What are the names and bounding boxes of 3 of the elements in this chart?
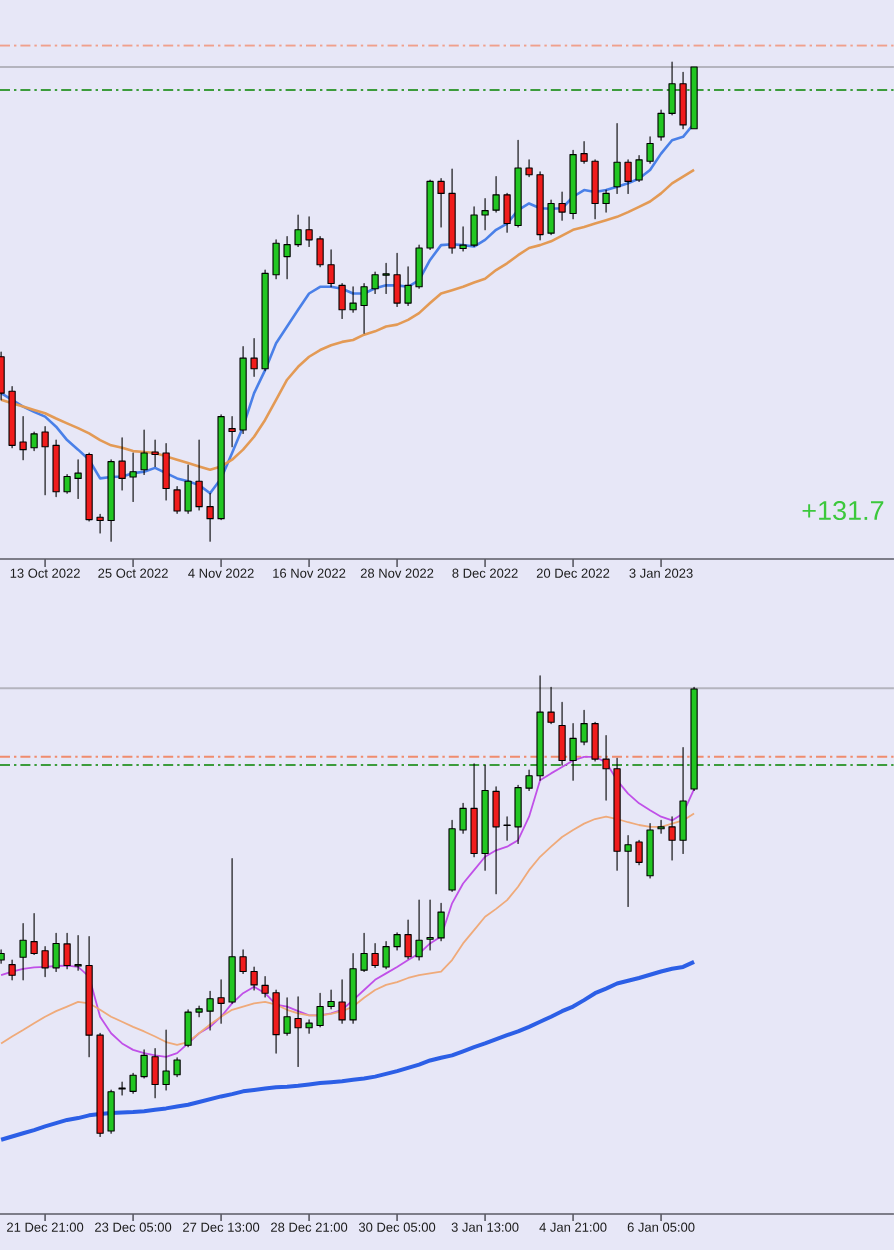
text: +131.7 [802, 501, 884, 521]
candlestick [690, 686, 698, 791]
candlestick [8, 959, 16, 981]
